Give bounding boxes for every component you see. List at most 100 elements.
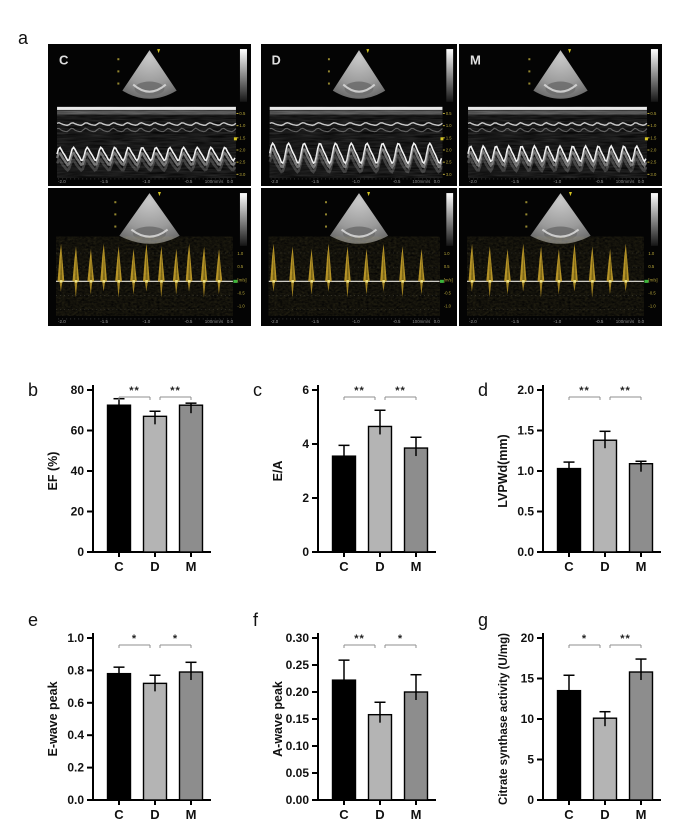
bar-D <box>367 713 393 801</box>
significance-stars: * <box>582 633 587 645</box>
y-axis-title: Citrate synthase activity (U/mg) <box>498 633 510 805</box>
x-category-label: M <box>186 559 197 574</box>
x-category-label: C <box>114 807 124 822</box>
echo-time-label: 0.0 <box>638 179 645 184</box>
y-axis-title: EF (%) <box>46 452 60 491</box>
y-tick-label: 80 <box>71 383 85 397</box>
bar-C <box>556 467 582 553</box>
significance-bracket <box>609 396 642 400</box>
echo-time-label: -1.5 <box>311 179 319 184</box>
y-tick-label: 2 <box>302 491 309 505</box>
echo-time-label: -1.5 <box>100 319 108 324</box>
echo-velocity-label: 1.0 <box>237 251 243 256</box>
echo-depth-label: 1.5 <box>239 135 246 140</box>
echo-time-label: -1.0 <box>553 319 561 324</box>
significance-stars: * <box>173 633 178 645</box>
doppler-echo-panel-D: 1.0 0.5 [m/s] -0.5 -1.0 -2.0 -1.5 -1.0 -0.5 0.0 10… <box>261 188 457 326</box>
x-category-label: M <box>411 559 422 574</box>
y-tick-label: 0.5 <box>517 505 534 519</box>
x-category-label: M <box>411 807 422 822</box>
sector-orientation-marker-icon <box>367 192 371 197</box>
y-axis-title: E/A <box>271 461 285 482</box>
echo-sweep-speed-label: 100mm/s <box>616 179 635 184</box>
echo-sweep-speed-label: 100mm/s <box>412 319 431 324</box>
y-tick-label: 60 <box>71 424 85 438</box>
echo-grayscale-bar <box>239 49 247 102</box>
echo-depth-label: 3.0 <box>239 172 246 177</box>
bar-M <box>403 691 429 801</box>
bar-D <box>592 717 618 801</box>
echo-velocity-label: -1.0 <box>648 304 656 309</box>
y-tick-label: 0.20 <box>286 685 310 699</box>
echo-grayscale-bar <box>650 193 658 246</box>
x-category-label: M <box>636 559 647 574</box>
panel-label-g: g <box>478 610 489 630</box>
bar-C <box>331 455 357 553</box>
echo-time-label: -1.0 <box>553 179 561 184</box>
bar-M <box>178 404 204 553</box>
echo-time-label: -0.5 <box>185 319 193 324</box>
significance-bracket <box>568 396 601 400</box>
echo-grayscale-bar <box>239 193 247 246</box>
significance-stars: ** <box>170 385 181 397</box>
echo-time-label: -0.5 <box>393 179 401 184</box>
significance-stars: ** <box>395 385 406 397</box>
y-tick-label: 10 <box>521 712 535 726</box>
echo-grayscale-bar <box>650 49 658 102</box>
y-tick-label: 1.0 <box>517 464 534 478</box>
y-tick-label: 1.5 <box>517 424 534 438</box>
bar-C <box>106 404 132 553</box>
sector-orientation-marker-icon <box>568 49 572 54</box>
echo-velocity-label: 0.5 <box>444 264 450 269</box>
echo-velocity-label: -0.5 <box>237 291 245 296</box>
echo-time-label: -2.0 <box>58 179 66 184</box>
echo-group-label: M <box>470 52 481 67</box>
echo-time-label: -1.5 <box>311 319 319 324</box>
y-tick-label: 2.0 <box>517 383 534 397</box>
x-category-label: D <box>375 559 384 574</box>
y-tick-label: 0 <box>302 545 309 559</box>
echo-velocity-label: [m/s] <box>237 277 246 282</box>
y-tick-label: 0 <box>527 793 534 807</box>
echo-time-label: -2.0 <box>58 319 66 324</box>
echo-depth-label: 1.5 <box>446 135 452 140</box>
echo-time-label: -2.0 <box>469 179 477 184</box>
y-tick-label: 0.6 <box>67 696 84 710</box>
significance-bracket <box>568 644 601 648</box>
y-tick-label: 1.0 <box>67 631 84 645</box>
echo-depth-label: 0.5 <box>446 111 452 116</box>
doppler-echo-panel-M: 1.0 0.5 [m/s] -0.5 -1.0 -2.0 -1.5 -1.0 -0.5 0.0 10… <box>459 188 662 326</box>
doppler-baseline-marker <box>440 279 444 283</box>
mmode-echo-panel-M: M 0.5 1.0 1.5 2.0 2.5 3.0 -2.0 -1.5 -1.0 -0.5 0.0 10… <box>459 44 662 186</box>
echo-depth-label: 2.5 <box>446 160 452 165</box>
chart-panel-c: c 0 2 4 6 C D M ** ** E/A <box>251 374 467 600</box>
y-tick-label: 0.30 <box>286 631 310 645</box>
echo-time-label: 0.0 <box>434 179 441 184</box>
bar-C <box>106 672 132 801</box>
echo-depth-label: 0.5 <box>650 111 657 116</box>
y-tick-label: 0.25 <box>286 658 310 672</box>
echo-time-label: -0.5 <box>596 319 604 324</box>
echo-time-label: -1.5 <box>511 179 519 184</box>
y-tick-label: 6 <box>302 383 309 397</box>
y-tick-label: 0.4 <box>67 728 84 742</box>
y-tick-label: 0.00 <box>286 793 310 807</box>
echo-velocity-label: [m/s] <box>444 277 453 282</box>
echo-time-label: -1.5 <box>100 179 108 184</box>
doppler-baseline-marker <box>233 279 238 283</box>
bar-M <box>403 447 429 553</box>
panel-label-f: f <box>253 610 259 630</box>
significance-bracket <box>343 644 376 648</box>
echo-velocity-label: -1.0 <box>444 304 452 309</box>
doppler-baseline-marker <box>644 279 649 283</box>
significance-bracket <box>118 644 151 648</box>
bar-C <box>331 679 357 801</box>
significance-bracket <box>343 396 376 400</box>
y-tick-label: 0.2 <box>67 761 84 775</box>
bar-D <box>142 415 168 553</box>
bar-M <box>178 671 204 801</box>
echo-depth-label: 3.0 <box>446 172 452 177</box>
significance-bracket <box>159 396 192 400</box>
echo-time-label: -2.0 <box>271 319 279 324</box>
